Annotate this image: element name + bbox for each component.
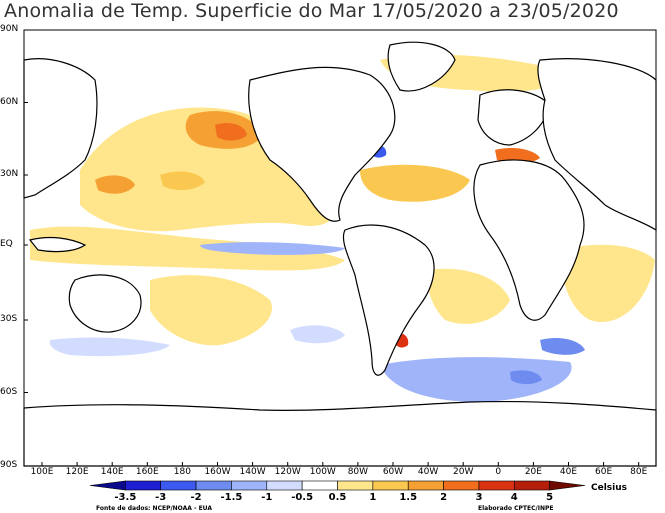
asia-west-outline [23, 58, 98, 199]
continent-outlines [23, 41, 657, 467]
warm-anomaly-pacific-equatorial [30, 226, 345, 271]
europe-outline [477, 89, 551, 146]
colorbar-segment-7 [337, 480, 374, 491]
colorbar-segment-0 [89, 480, 126, 491]
colorbar-segment-10 [443, 480, 480, 491]
cool-anomaly-fields [49, 145, 585, 402]
colorbar-segment-13 [549, 480, 586, 491]
lon-label-14: 20E [524, 467, 542, 477]
warm-anomaly-pacific-south [150, 275, 272, 346]
colorbar-tick-label-10: 3 [475, 492, 483, 503]
author-credit: Elaborado CPTEC/INPE [478, 505, 554, 512]
lon-label-10: 60W [382, 467, 404, 477]
cool-anomaly-south-pacific [49, 337, 170, 357]
cool-anomaly-southeast-pacific [290, 325, 345, 344]
colorbar [89, 480, 586, 491]
colorbar-segment-5 [266, 480, 303, 491]
colorbar-segment-4 [231, 480, 268, 491]
indonesia-outline [28, 236, 87, 253]
lat-label-4: 30S [0, 314, 18, 324]
colorbar-tick-label-6: 0.5 [328, 492, 347, 503]
colorbar-segment-12 [513, 480, 550, 491]
warm-anomaly-north-pacific-peak [215, 123, 247, 141]
warm-anomaly-atlantic-north [360, 164, 470, 202]
colorbar-segment-11 [478, 480, 515, 491]
colorbar-tick-label-2: -2 [190, 492, 202, 503]
colorbar-segment-2 [160, 480, 197, 491]
lon-label-17: 80E [630, 467, 648, 477]
lon-label-4: 180 [173, 467, 191, 477]
south-america-outline [342, 224, 435, 376]
warm-anomaly-indian [560, 244, 655, 322]
lat-label-5: 60S [0, 386, 18, 397]
colorbar-tick-label-1: -3 [155, 492, 167, 503]
lon-label-0: 100E [30, 467, 54, 477]
colorbar-tick-label-8: 1.5 [399, 492, 418, 503]
longitude-ticks [41, 462, 640, 466]
antarctica-outline [23, 400, 657, 467]
colorbar-unit: Celsius [591, 483, 627, 493]
cool-anomaly-southern-ocean [380, 357, 572, 402]
africa-outline [473, 159, 585, 321]
lat-label-0: 90N [0, 24, 19, 34]
warm-anomaly-atlantic-south [428, 268, 510, 324]
colorbar-tick-label-0: -3.5 [114, 492, 137, 503]
warm-anomaly-central-pacific [160, 171, 205, 191]
colorbar-tick-label-11: 4 [510, 492, 518, 503]
australia-outline [68, 274, 142, 333]
lat-label-3: EQ [0, 239, 13, 249]
lon-label-8: 100W [309, 467, 336, 477]
lat-label-2: 30N [0, 169, 19, 179]
warm-anomaly-kuroshio [95, 175, 135, 194]
lon-label-2: 140E [100, 467, 124, 477]
colorbar-tick-label-9: 2 [440, 492, 448, 503]
lon-label-13: 0 [495, 467, 502, 477]
lon-label-3: 160E [135, 467, 159, 477]
map-frame [23, 29, 657, 467]
cool-anomaly-indian-south [540, 338, 585, 355]
lat-label-1: 60N [0, 96, 19, 107]
lon-label-16: 60E [595, 467, 613, 477]
lat-label-6: 90S [0, 460, 18, 470]
map-title: Anomalia de Temp. Superficie do Mar 17/0… [4, 0, 619, 22]
colorbar-tick-label-5: -0.5 [291, 492, 314, 503]
greenland-outline [387, 41, 456, 92]
cool-anomaly-equatorial-pacific [200, 242, 345, 255]
latitude-ticks [24, 29, 28, 467]
colorbar-tick-label-4: -1 [261, 492, 273, 503]
lon-label-9: 80W [347, 467, 369, 477]
asia-outline [537, 58, 657, 232]
lon-label-6: 140W [239, 467, 266, 477]
lon-label-12: 20W [453, 467, 474, 477]
colorbar-segment-9 [407, 480, 444, 491]
colorbar-segment-3 [195, 480, 232, 491]
colorbar-tick-label-7: 1 [369, 492, 377, 503]
colorbar-segment-1 [125, 480, 162, 491]
colorbar-segment-8 [372, 480, 409, 491]
colorbar-segment-6 [301, 480, 338, 491]
lon-label-5: 160W [204, 467, 231, 477]
lon-label-15: 40E [559, 467, 578, 477]
colorbar-tick-label-3: -1.5 [220, 492, 243, 503]
data-source: Fonte de dados: NCEP/NOAA - EUA [96, 505, 213, 512]
lon-label-1: 120E [65, 467, 89, 477]
cool-anomaly-southern-ocean-core [510, 370, 542, 385]
north-america-outline [248, 66, 396, 222]
lon-label-7: 120W [274, 467, 301, 477]
lon-label-11: 40W [417, 467, 439, 477]
colorbar-tick-label-12: 5 [546, 492, 554, 503]
